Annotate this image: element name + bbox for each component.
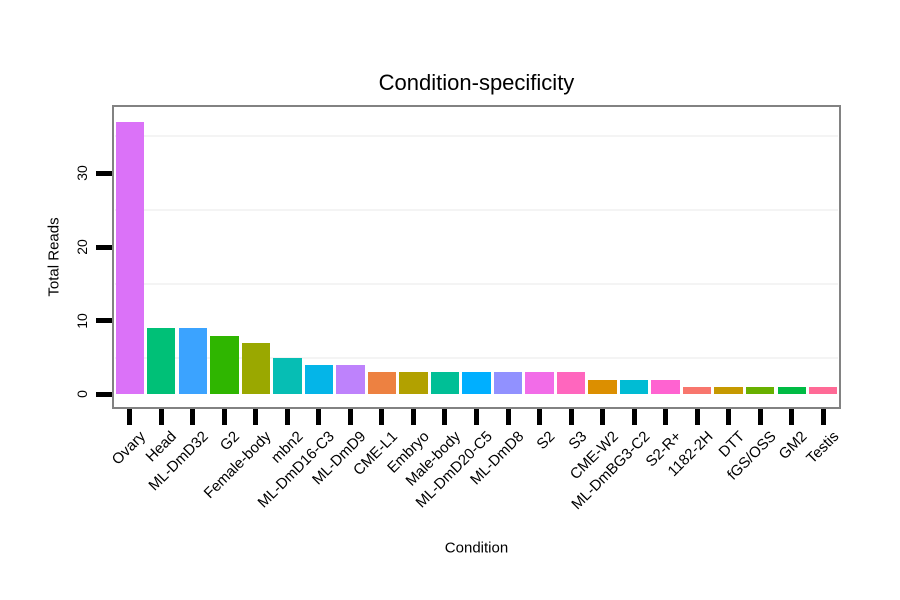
x-tick-label-s3: S3 bbox=[565, 428, 591, 454]
y-tick-label-10: 10 bbox=[74, 312, 90, 329]
x-tick-ml-dmd16-c3 bbox=[316, 409, 322, 425]
x-tick-ovary bbox=[127, 409, 133, 425]
bar-head bbox=[147, 328, 176, 395]
x-tick-testis bbox=[820, 409, 826, 425]
x-tick-ml-dmbg3-c2 bbox=[631, 409, 637, 425]
x-tick-embryo bbox=[410, 409, 416, 425]
bar-mbn2 bbox=[273, 357, 302, 395]
x-tick-male-body bbox=[442, 409, 448, 425]
chart-title: Condition-specificity bbox=[378, 70, 575, 95]
x-tick-ml-dmd20-c5 bbox=[474, 409, 479, 425]
x-tick-dtt bbox=[726, 409, 732, 425]
x-tick-ml-dmd8 bbox=[505, 409, 511, 425]
y-tick-label-0: 0 bbox=[74, 390, 90, 399]
x-tick-label-testis: Testis bbox=[803, 428, 843, 468]
y-axis-title: Total Reads bbox=[45, 217, 63, 297]
bar-g2 bbox=[210, 335, 239, 395]
x-tick-s2 bbox=[537, 409, 543, 425]
bar-female-body bbox=[241, 342, 271, 395]
x-axis-title: Condition bbox=[444, 539, 509, 557]
y-tick-30 bbox=[96, 170, 112, 176]
bar-dtt bbox=[714, 387, 743, 395]
x-tick-mbn2 bbox=[284, 409, 290, 425]
bar-male-body bbox=[430, 372, 460, 395]
bar-s2-r bbox=[651, 379, 680, 395]
y-tick-20 bbox=[96, 244, 112, 250]
x-tick-label-ovary: Ovary bbox=[108, 428, 149, 469]
bar-ml-dmd20-c5 bbox=[462, 372, 491, 395]
bar-s2 bbox=[525, 372, 554, 395]
x-tick-ml-dmd9 bbox=[347, 409, 353, 425]
y-tick-label-20: 20 bbox=[74, 239, 90, 255]
x-tick-1182-2h bbox=[694, 409, 700, 425]
x-tick-fgs-oss bbox=[757, 409, 763, 425]
bar-testis bbox=[809, 387, 838, 395]
y-tick-10 bbox=[96, 318, 112, 324]
x-tick-female-body bbox=[253, 409, 259, 425]
x-tick-s3 bbox=[568, 409, 574, 425]
minor-gridline bbox=[115, 282, 838, 285]
x-tick-g2 bbox=[221, 409, 227, 425]
x-tick-ml-dmd32 bbox=[190, 409, 196, 425]
x-tick-cme-l1 bbox=[379, 409, 385, 425]
bar-ml-dmd9 bbox=[336, 364, 365, 395]
y-tick-0 bbox=[96, 391, 112, 397]
bar-ml-dmd8 bbox=[493, 372, 523, 395]
bar-s3 bbox=[556, 372, 586, 395]
y-tick-label-30: 30 bbox=[74, 165, 90, 182]
minor-gridline bbox=[115, 135, 838, 138]
x-tick-head bbox=[158, 409, 164, 425]
x-tick-label-s2: S2 bbox=[533, 428, 559, 454]
x-tick-s2-r bbox=[663, 409, 669, 425]
x-tick-gm2 bbox=[789, 409, 795, 425]
bar-ml-dmd16-c3 bbox=[304, 364, 334, 395]
bar-embryo bbox=[399, 372, 428, 395]
bar-fgs-oss bbox=[746, 387, 775, 395]
bar-ml-dmbg3-c2 bbox=[619, 379, 649, 395]
bar-1182-2h bbox=[682, 387, 712, 395]
bar-cme-w2 bbox=[588, 379, 617, 395]
x-tick-cme-w2 bbox=[600, 409, 606, 425]
bar-cme-l1 bbox=[367, 372, 397, 395]
bar-gm2 bbox=[777, 387, 806, 395]
minor-gridline bbox=[115, 356, 838, 359]
bar-ml-dmd32 bbox=[178, 328, 207, 395]
minor-gridline bbox=[115, 209, 838, 212]
bar-ovary bbox=[115, 121, 144, 395]
